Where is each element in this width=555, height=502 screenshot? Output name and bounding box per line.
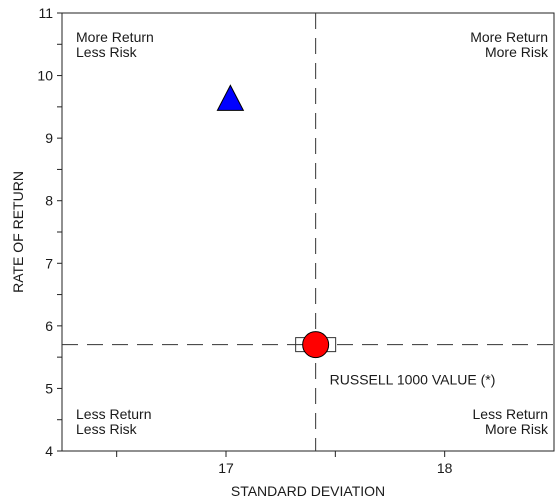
quadrant-label-top-right: More Risk <box>485 44 549 60</box>
x-tick-label: 18 <box>437 460 453 476</box>
y-tick-label: 7 <box>45 255 53 271</box>
y-tick-label: 8 <box>45 193 53 209</box>
quadrant-label-bottom-right: Less Return <box>473 406 548 422</box>
y-tick-label: 9 <box>45 130 53 146</box>
quadrant-label-top-left: Less Risk <box>76 44 138 60</box>
data-points: RUSSELL 1000 VALUE (*) <box>216 84 496 388</box>
reference-lines <box>62 13 554 451</box>
y-tick-label: 4 <box>45 443 53 459</box>
circle-marker <box>302 331 330 359</box>
quadrant-label-bottom-left: Less Return <box>76 406 151 422</box>
quadrant-label-top-right: More Return <box>470 29 548 45</box>
triangle-marker <box>216 84 245 111</box>
x-axis-label: STANDARD DEVIATION <box>231 483 385 499</box>
x-tick-label: 17 <box>218 460 234 476</box>
quadrant-label-top-left: More Return <box>76 29 154 45</box>
axis-ticks: 4 5 6 7 8 9 10 11 17 18 <box>37 5 452 476</box>
quadrant-label-bottom-left: Less Risk <box>76 421 138 437</box>
y-tick-label: 10 <box>37 68 53 84</box>
point-label: RUSSELL 1000 VALUE (*) <box>330 372 496 388</box>
y-tick-label: 5 <box>45 380 53 396</box>
y-axis-label: RATE OF RETURN <box>10 171 26 293</box>
y-tick-label: 11 <box>38 5 53 21</box>
quadrant-label-bottom-right: More Risk <box>485 421 549 437</box>
y-tick-label: 6 <box>45 318 53 334</box>
